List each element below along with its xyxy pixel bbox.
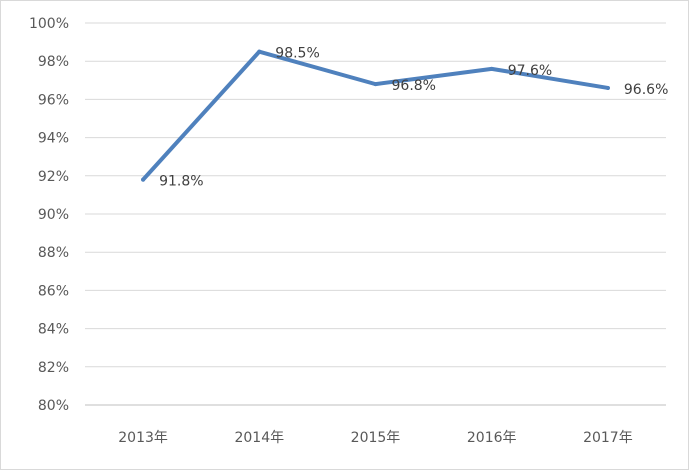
data-label: 91.8%	[159, 174, 203, 190]
x-tick-label: 2015年	[351, 430, 401, 446]
y-axis-ticks: 80% 82% 84% 86% 88% 90% 92% 94% 96% 98% 100%	[29, 16, 69, 414]
data-point	[605, 85, 610, 90]
data-point	[141, 177, 146, 182]
y-tick-label: 82%	[38, 360, 69, 376]
y-tick-label: 86%	[38, 283, 69, 299]
x-tick-label: 2014年	[234, 430, 284, 446]
y-tick-label: 84%	[38, 322, 69, 338]
x-tick-label: 2016年	[467, 430, 517, 446]
y-tick-label: 80%	[38, 398, 69, 414]
y-tick-label: 98%	[38, 54, 69, 70]
data-label: 96.8%	[392, 78, 436, 94]
x-tick-label: 2017年	[583, 430, 633, 446]
series-1	[141, 49, 610, 182]
x-axis-ticks: 2013年 2014年 2015年 2016年 2017年	[118, 430, 632, 446]
data-label: 98.5%	[275, 46, 319, 62]
y-tick-label: 90%	[38, 207, 69, 223]
data-point	[373, 82, 378, 87]
y-tick-label: 92%	[38, 169, 69, 185]
data-point	[257, 49, 262, 54]
data-label: 96.6%	[624, 82, 668, 98]
y-tick-label: 94%	[38, 131, 69, 147]
data-labels: 91.8% 98.5% 96.8% 97.6% 96.6%	[159, 46, 668, 190]
x-tick-label: 2013年	[118, 430, 168, 446]
data-point	[489, 66, 494, 71]
data-label: 97.6%	[508, 63, 552, 79]
y-tick-label: 88%	[38, 245, 69, 261]
y-tick-label: 96%	[38, 92, 69, 108]
y-tick-label: 100%	[29, 16, 69, 32]
gridlines	[85, 22, 666, 368]
